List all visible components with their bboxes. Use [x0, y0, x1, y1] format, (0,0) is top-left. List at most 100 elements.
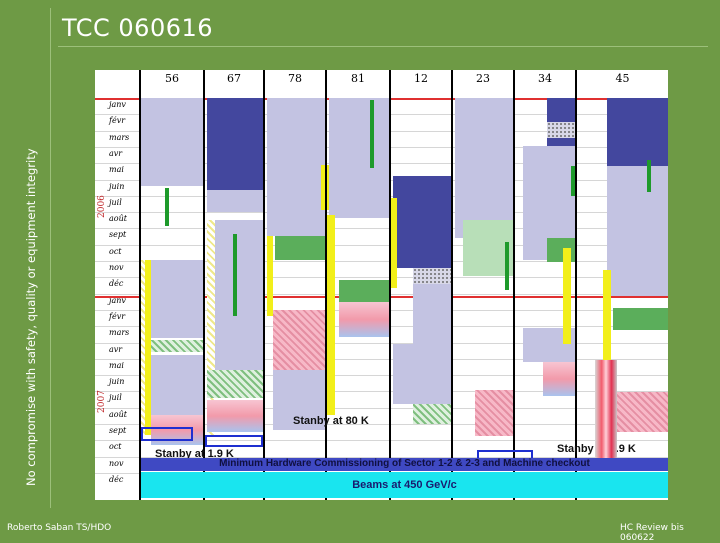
side-motto: No compromise with safety, quality or eq…	[24, 148, 38, 486]
month-label: avr	[109, 344, 123, 354]
left-vertical-rule	[50, 8, 51, 508]
month-label: oct	[109, 442, 122, 452]
month-gridline	[95, 424, 668, 425]
month-label: juin	[109, 181, 125, 191]
sector-header-81: 81	[351, 72, 365, 85]
sector-23-block	[475, 390, 513, 436]
month-gridline	[95, 391, 668, 393]
green-marker	[505, 242, 509, 290]
sector-header-12: 12	[414, 72, 428, 85]
sector-12-block	[413, 284, 451, 344]
sector-78-block	[273, 310, 325, 370]
cylinder-graphic	[595, 360, 617, 470]
month-gridline	[95, 261, 668, 262]
sector-45-block	[607, 98, 668, 166]
month-label: nov	[109, 263, 124, 272]
sector-56-block	[145, 260, 151, 435]
sector-67-block	[207, 370, 263, 398]
sector-56-block	[141, 260, 147, 435]
month-label: janv	[109, 295, 126, 305]
sector-separator	[139, 70, 141, 500]
month-label: déc	[109, 474, 124, 484]
month-gridline	[95, 440, 668, 442]
month-label: août	[109, 214, 127, 224]
month-gridline	[95, 342, 668, 344]
sector-12-block	[413, 268, 451, 284]
month-label: sept	[109, 230, 127, 240]
month-gridline	[95, 358, 668, 360]
sector-separator	[575, 70, 577, 500]
sector-34-block	[543, 362, 575, 396]
sector-67-block	[207, 98, 263, 190]
sector-separator	[203, 70, 205, 500]
sector-67-block	[207, 190, 263, 212]
sector-67-block	[207, 400, 263, 432]
green-marker	[370, 100, 374, 168]
sector-12-block	[393, 344, 451, 404]
month-label: avr	[109, 148, 123, 158]
sector-78-block	[273, 370, 325, 430]
month-gridline	[95, 244, 668, 246]
month-label: mai	[109, 360, 124, 370]
yellow-marker	[563, 248, 571, 344]
sector-45-block	[613, 392, 668, 432]
month-gridline	[95, 375, 668, 377]
year-label-2006: 2006	[97, 195, 107, 218]
green-marker	[647, 160, 651, 192]
sector-78-block	[267, 236, 273, 316]
sector-separator	[513, 70, 515, 500]
sector-23-block	[455, 98, 513, 238]
month-label: juil	[109, 197, 122, 207]
sector-separator	[451, 70, 453, 500]
month-label: déc	[109, 279, 124, 289]
sector-45-block	[607, 166, 668, 296]
standby-box	[205, 435, 263, 447]
month-label: janv	[109, 100, 126, 109]
sector-header-45: 45	[615, 72, 630, 85]
sector-67-block	[207, 220, 215, 435]
sector-header-78: 78	[288, 72, 302, 85]
standby-19k-left-label: Stanby at 1.9 K	[155, 448, 234, 460]
sector-78-block	[275, 236, 325, 260]
installation-schedule: 2006 2007 janv févr mars avr mai juin juil août…	[95, 70, 668, 500]
title-underline	[58, 46, 708, 47]
sector-56-block	[141, 98, 203, 186]
sector-56-block	[151, 355, 203, 415]
month-gridline	[95, 456, 668, 458]
green-marker	[571, 166, 575, 196]
month-label: juil	[109, 393, 122, 403]
yellow-marker	[389, 198, 397, 288]
beams-banner: Beams at 450 GeV/c	[141, 472, 668, 498]
sector-header-67: 67	[227, 72, 241, 85]
sector-separator	[325, 70, 327, 500]
green-marker	[165, 188, 169, 226]
sector-12-block	[393, 176, 451, 268]
sector-45-block	[613, 308, 668, 330]
slide-title: TCC 060616	[62, 14, 214, 42]
sector-12-block	[413, 404, 451, 424]
sector-header-34: 34	[538, 72, 552, 85]
month-label: août	[109, 409, 127, 419]
sector-78-block	[267, 98, 325, 236]
month-label: mai	[109, 165, 124, 175]
sector-67-block	[215, 220, 263, 370]
sector-separator	[389, 70, 391, 500]
hardware-commissioning-banner: Minimum Hardware Commissioning of Sector…	[141, 458, 668, 471]
month-label: févr	[109, 311, 126, 321]
standby-80k-label: Stanby at 80 K	[293, 415, 369, 427]
month-label: sept	[109, 426, 127, 435]
sector-header-23: 23	[476, 72, 490, 85]
sector-56-block	[151, 340, 203, 352]
green-marker	[233, 234, 237, 316]
footer-review: HC Review bis 060622	[620, 523, 684, 543]
sector-34-block	[547, 122, 575, 138]
sector-23-block	[463, 220, 513, 276]
standby-box	[141, 427, 193, 441]
yellow-marker	[327, 215, 335, 415]
month-gridline	[95, 277, 668, 279]
yellow-marker	[603, 270, 611, 374]
month-label: févr	[109, 116, 126, 126]
year-label-2007: 2007	[97, 390, 107, 413]
month-gridline	[95, 228, 668, 230]
sector-81-block	[329, 98, 389, 218]
